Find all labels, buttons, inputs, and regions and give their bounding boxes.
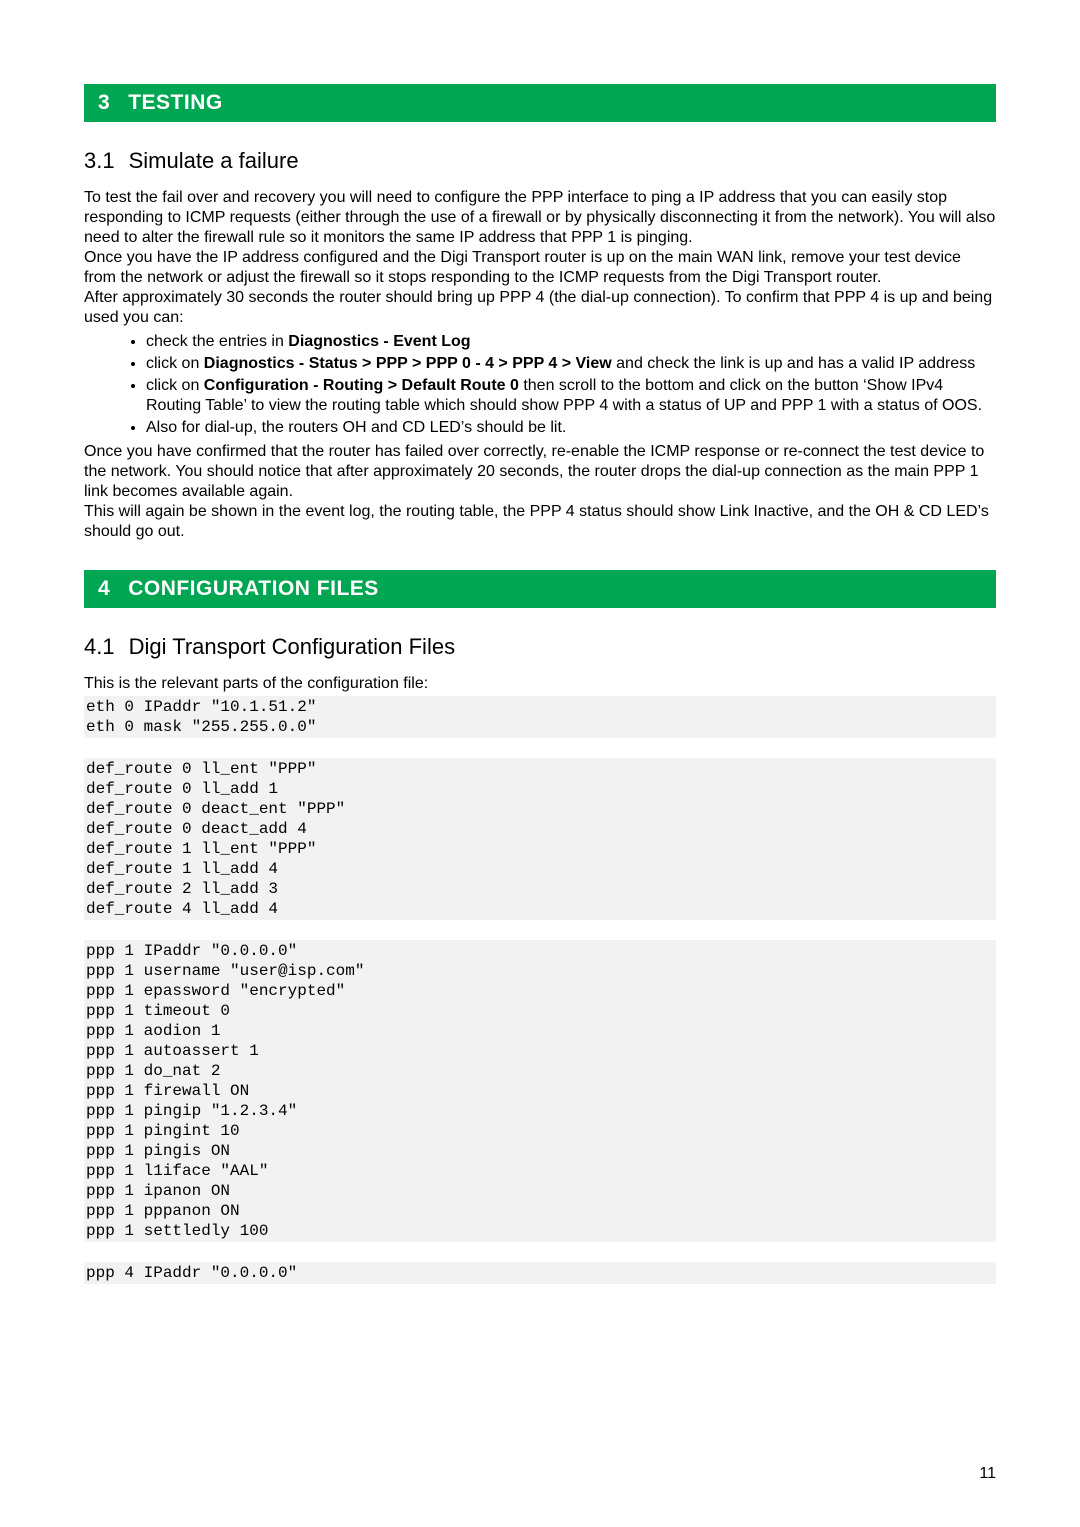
list-text-bold: Diagnostics - Event Log [288, 333, 470, 350]
subsection-3-1-heading: 3.1 Simulate a failure [84, 148, 996, 174]
paragraph: To test the fail over and recovery you w… [84, 188, 996, 248]
paragraph: This will again be shown in the event lo… [84, 502, 996, 542]
subsection-number: 4.1 [84, 634, 115, 659]
list-item: Also for dial-up, the routers OH and CD … [146, 418, 996, 438]
list-text-bold: Configuration - Routing > Default Route … [204, 377, 519, 394]
bullet-list: check the entries in Diagnostics - Event… [146, 332, 996, 438]
code-block-ppp1: ppp 1 IPaddr "0.0.0.0" ppp 1 username "u… [84, 940, 996, 1242]
list-text: and check the link is up and has a valid… [612, 355, 975, 372]
paragraph: Once you have the IP address configured … [84, 248, 996, 288]
paragraph: Once you have confirmed that the router … [84, 442, 996, 502]
page-number: 11 [979, 1465, 996, 1483]
section-number: 3 [98, 91, 110, 114]
list-item: check the entries in Diagnostics - Event… [146, 332, 996, 352]
subsection-title: Digi Transport Configuration Files [129, 634, 455, 659]
list-text: click on [146, 355, 204, 372]
subsection-number: 3.1 [84, 148, 115, 173]
list-text: Also for dial-up, the routers OH and CD … [146, 419, 566, 436]
section-header-testing: 3 TESTING [84, 84, 996, 122]
list-text: check the entries in [146, 333, 288, 350]
list-item: click on Diagnostics - Status > PPP > PP… [146, 354, 996, 374]
code-block-eth: eth 0 IPaddr "10.1.51.2" eth 0 mask "255… [84, 696, 996, 738]
document-page: 3 TESTING 3.1 Simulate a failure To test t… [0, 0, 1080, 1527]
section-title: CONFIGURATION FILES [128, 577, 379, 600]
section-header-config-files: 4 CONFIGURATION FILES [84, 570, 996, 608]
list-text-bold: Diagnostics - Status > PPP > PPP 0 - 4 >… [204, 355, 612, 372]
code-block-def-route: def_route 0 ll_ent "PPP" def_route 0 ll_… [84, 758, 996, 920]
paragraph: This is the relevant parts of the config… [84, 674, 996, 694]
subsection-4-1-heading: 4.1 Digi Transport Configuration Files [84, 634, 996, 660]
section-title: TESTING [128, 91, 223, 114]
code-block-ppp4: ppp 4 IPaddr "0.0.0.0" [84, 1262, 996, 1284]
paragraph: After approximately 30 seconds the route… [84, 288, 996, 328]
subsection-title: Simulate a failure [129, 148, 299, 173]
section-number: 4 [98, 577, 110, 600]
list-item: click on Configuration - Routing > Defau… [146, 376, 996, 416]
list-text: click on [146, 377, 204, 394]
